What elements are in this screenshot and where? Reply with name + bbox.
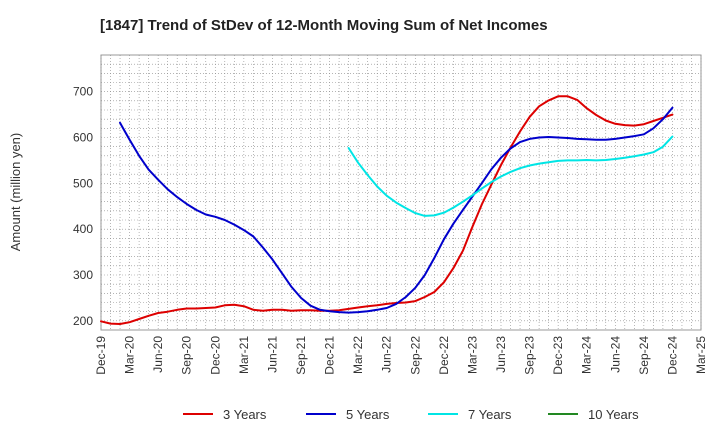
x-tick-label: Mar-20 [123, 336, 137, 374]
series-line-5-years [119, 106, 674, 314]
y-tick-label: 300 [73, 268, 93, 282]
series-layer [100, 95, 674, 325]
chart-title: [1847] Trend of StDev of 12-Month Moving… [100, 17, 548, 34]
legend-label: 5 Years [346, 407, 390, 422]
y-tick-label: 200 [73, 314, 93, 328]
series-line-3-years [100, 95, 674, 325]
x-tick-label: Dec-22 [437, 336, 451, 375]
x-tick-label: Mar-21 [237, 336, 251, 374]
grid-layer [100, 55, 702, 330]
x-tick-label: Jun-22 [380, 336, 394, 373]
y-tick-label: 400 [73, 222, 93, 236]
legend-label: 3 Years [223, 407, 267, 422]
y-tick-label: 500 [73, 176, 93, 190]
x-tick-label: Dec-24 [665, 336, 679, 375]
x-tick-label: Jun-24 [608, 336, 622, 373]
x-tick-label: Jun-21 [265, 336, 279, 373]
y-axis-label: Amount (million yen) [8, 133, 23, 252]
x-tick-label: Sep-20 [180, 336, 194, 375]
x-tick-label: Sep-23 [523, 336, 537, 375]
x-tick-label: Dec-19 [94, 336, 108, 375]
legend-label: 7 Years [468, 407, 512, 422]
legend: 3 Years 5 Years 7 Years 10 Years [183, 407, 639, 422]
x-tick-label: Mar-22 [351, 336, 365, 374]
x-tick-label: Dec-23 [551, 336, 565, 375]
x-tick-label: Mar-23 [465, 336, 479, 374]
y-tick-label: 700 [73, 85, 93, 99]
x-tick-label: Dec-20 [208, 336, 222, 375]
x-tick-label: Sep-24 [637, 336, 651, 375]
x-tick-label: Jun-23 [494, 336, 508, 373]
legend-label: 10 Years [588, 407, 639, 422]
x-tick-label: Mar-24 [580, 336, 594, 374]
x-tick-label: Mar-25 [694, 336, 708, 374]
tick-layer: Dec-19 Mar-20 Jun-20 Sep-20 Dec-20 Mar-21 Jun-… [73, 85, 708, 375]
x-tick-label: Sep-21 [294, 336, 308, 375]
x-tick-label: Dec-21 [323, 336, 337, 375]
x-tick-label: Sep-22 [408, 336, 422, 375]
x-tick-label: Jun-20 [151, 336, 165, 373]
series-line-7-years [347, 135, 674, 217]
y-tick-label: 600 [73, 131, 93, 145]
